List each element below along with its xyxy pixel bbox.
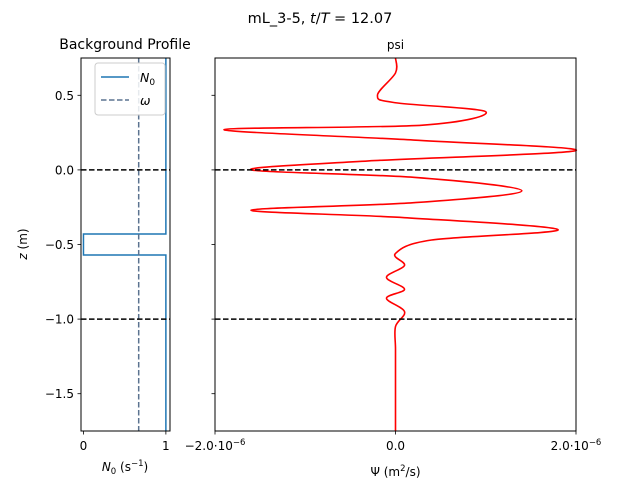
background-profile-ytick-label-4: −1.5 — [45, 387, 74, 401]
background-profile-xlabel: N0 (s−1) — [102, 459, 148, 477]
psi-xtick-label-2: 2.0·10−6 — [551, 438, 602, 453]
legend-box — [94, 62, 166, 116]
background-profile-title: Background Profile — [59, 37, 191, 53]
legend-omega-label: ω — [140, 93, 150, 108]
psi-ticks: −2.0·10−6 0.0 2.0·10−6 — [185, 94, 602, 453]
background-profile-ytick-label-1: 0.0 — [55, 163, 74, 177]
psi-xtick-label-1: 0.0 — [386, 439, 405, 453]
background-profile-xtick-label-0: 0 — [80, 439, 88, 453]
psi-title: psi — [387, 38, 404, 52]
psi-plot-area — [215, 57, 577, 431]
background-profile-plot-area — [81, 58, 170, 431]
background-profile-series-N0 — [82, 58, 167, 431]
psi-panel: psi −2.0·10−6 0.0 2.0·10−6 Ψ (m2/s) — [185, 38, 602, 479]
background-profile-ytick-label-2: −0.5 — [45, 238, 74, 252]
background-profile-ticks: 0.5 0.0 −0.5 −1.0 −1.5 0 1 — [45, 89, 170, 453]
background-profile-panel: Background Profile 0.50.0−0.5−1.0−1.50 1 … — [16, 37, 191, 477]
figure-title: mL_3-5, t/T = 12.07 — [248, 11, 393, 27]
background-profile-ytick-label-3: −1.0 — [45, 313, 74, 327]
background-profile-ylabel: z (m) — [16, 228, 30, 260]
psi-xtick-label-0: −2.0·10−6 — [185, 438, 246, 453]
legend-n0-label: N0 — [140, 70, 155, 88]
background-profile-legend: N0 ω — [94, 62, 166, 116]
background-profile-xtick-label-1: 1 — [162, 439, 170, 453]
background-profile-ytick-label-0: 0.5 — [55, 89, 74, 103]
psi-series-psi — [223, 57, 577, 431]
psi-xlabel: Ψ (m2/s) — [370, 464, 420, 479]
